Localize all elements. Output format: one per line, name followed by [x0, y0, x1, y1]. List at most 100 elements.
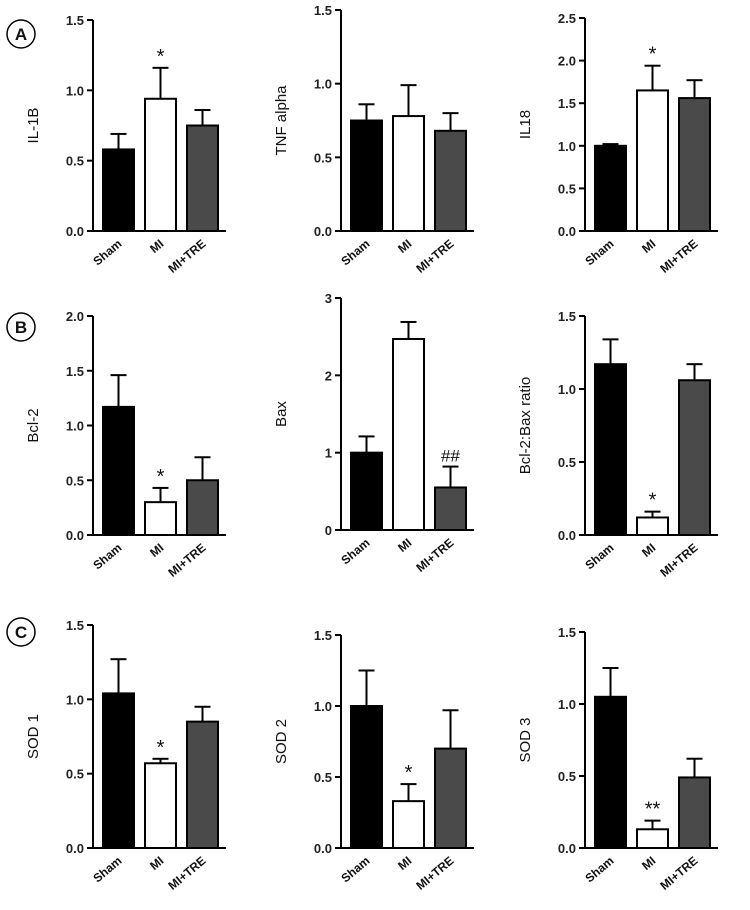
bar-sham: [594, 695, 627, 849]
panel-letter-b: B: [15, 318, 27, 337]
bar-mi: [636, 89, 669, 232]
y-tick-label: 2.0: [66, 309, 84, 324]
y-tick-label: 1.0: [66, 692, 84, 707]
panel-label-c: C: [6, 617, 36, 647]
category-label: MI+TRE: [413, 237, 456, 276]
bar-mi-tre: [186, 479, 219, 536]
category-label: MI: [395, 237, 414, 256]
category-label: MI+TRE: [657, 541, 700, 580]
category-label: MI: [147, 237, 166, 256]
chart-il-1b: Sham * MI MI+TRE 0.0 0.5 1.0 1.5 IL-1B: [25, 13, 226, 276]
category-label: Sham: [90, 237, 124, 269]
category-label: MI: [639, 854, 658, 873]
y-tick-label: 1.5: [558, 309, 576, 324]
y-tick-label: 1.5: [314, 3, 332, 18]
y-axis-label: SOD 2: [273, 719, 290, 764]
chart-il18: Sham * MI MI+TRE 0.0 0.5 1.0 1.5 2.0 2.5 IL18: [517, 11, 718, 276]
bar-mi: [392, 337, 425, 531]
category-label: Sham: [582, 854, 616, 886]
y-tick-label: 0.0: [314, 841, 332, 856]
y-axis-label: Bax: [273, 401, 290, 427]
y-tick-label: 0.5: [558, 769, 576, 784]
panel-letter-c: C: [15, 623, 27, 642]
y-tick-label: 0.0: [558, 224, 576, 239]
bar-mi: [636, 828, 669, 850]
category-label: MI+TRE: [165, 541, 208, 580]
y-tick-label: 0.5: [314, 150, 332, 165]
bar-sham: [102, 405, 135, 537]
category-label: MI: [395, 536, 414, 555]
bar-mi-tre: [678, 97, 711, 232]
y-axis-label: SOD 1: [25, 714, 42, 759]
bar-mi: [144, 501, 177, 536]
bar-mi-tre: [186, 720, 219, 850]
y-tick-label: 1.0: [558, 139, 576, 154]
bar-mi: [636, 516, 669, 536]
y-tick-label: 1.5: [558, 96, 576, 111]
chart-sod-2: Sham * MI MI+TRE 0.0 0.5 1.0 1.5 SOD 2: [273, 628, 474, 893]
bar-mi: [392, 800, 425, 850]
category-label: MI+TRE: [413, 854, 456, 893]
y-tick-label: 0.5: [558, 455, 576, 470]
bar-sham: [350, 451, 383, 531]
category-label: Sham: [338, 854, 372, 886]
significance-annotation: **: [645, 799, 661, 821]
y-tick-label: 1.0: [314, 77, 332, 92]
chart-sod-3: Sham ** MI MI+TRE 0.0 0.5 1.0 1.5 SOD 3: [517, 625, 718, 893]
panel-letter-a: A: [15, 25, 27, 44]
bar-mi-tre: [434, 486, 467, 532]
chart-bax: Sham MI ## MI+TRE 0 1 2 3 Bax: [273, 291, 474, 575]
bar-mi: [144, 762, 177, 850]
y-axis-label: IL18: [517, 110, 534, 139]
category-label: Sham: [338, 536, 372, 568]
bar-mi: [392, 115, 425, 232]
category-label: MI+TRE: [657, 854, 700, 893]
category-label: Sham: [582, 541, 616, 573]
y-tick-label: 0.0: [558, 528, 576, 543]
panel-label-b: B: [6, 312, 36, 342]
y-tick-label: 0.5: [558, 181, 576, 196]
chart-bcl-2: Sham * MI MI+TRE 0.0 0.5 1.0 1.5 2.0 Bcl-2: [25, 309, 226, 580]
chart-sod-1: Sham * MI MI+TRE 0.0 0.5 1.0 1.5 SOD 1: [25, 618, 226, 893]
category-label: MI+TRE: [657, 237, 700, 276]
bar-mi-tre: [678, 379, 711, 536]
category-label: MI: [639, 541, 658, 560]
bar-sham: [594, 363, 627, 536]
y-tick-label: 1.0: [558, 382, 576, 397]
category-label: Sham: [90, 854, 124, 886]
significance-annotation: *: [649, 44, 657, 66]
significance-annotation: *: [157, 737, 165, 759]
bar-sham: [350, 705, 383, 849]
bar-sham: [594, 144, 627, 232]
y-tick-label: 1: [325, 446, 332, 461]
category-label: MI+TRE: [165, 237, 208, 276]
bar-sham: [102, 148, 135, 232]
y-tick-label: 1.0: [314, 699, 332, 714]
chart-bcl-2-bax-ratio: Sham * MI MI+TRE 0.0 0.5 1.0 1.5 Bcl-2:Bax ratio: [517, 309, 718, 580]
category-label: Sham: [90, 541, 124, 573]
bar-mi-tre: [186, 124, 219, 232]
significance-annotation: ##: [441, 447, 460, 466]
y-tick-label: 3: [325, 291, 332, 306]
y-tick-label: 1.0: [558, 697, 576, 712]
y-tick-label: 0.5: [314, 770, 332, 785]
bar-mi: [144, 97, 177, 232]
bar-mi-tre: [434, 747, 467, 849]
category-label: MI+TRE: [165, 854, 208, 893]
bar-mi-tre: [678, 776, 711, 849]
y-tick-label: 1.5: [66, 618, 84, 633]
y-tick-label: 1.5: [66, 364, 84, 379]
category-label: Sham: [582, 237, 616, 269]
y-tick-label: 2.5: [558, 11, 576, 26]
y-tick-label: 0.0: [314, 224, 332, 239]
panel-label-a: A: [6, 19, 36, 49]
y-tick-label: 0: [325, 523, 332, 538]
y-axis-label: TNF alpha: [273, 85, 290, 156]
y-tick-label: 0.0: [66, 841, 84, 856]
y-tick-label: 1.0: [66, 419, 84, 434]
significance-annotation: *: [649, 490, 657, 512]
y-tick-label: 0.5: [66, 767, 84, 782]
bar-mi-tre: [434, 129, 467, 233]
y-axis-label: SOD 3: [517, 717, 534, 762]
